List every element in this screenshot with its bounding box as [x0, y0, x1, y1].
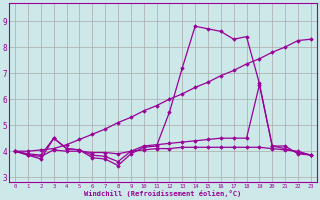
X-axis label: Windchill (Refroidissement éolien,°C): Windchill (Refroidissement éolien,°C)	[84, 190, 242, 197]
